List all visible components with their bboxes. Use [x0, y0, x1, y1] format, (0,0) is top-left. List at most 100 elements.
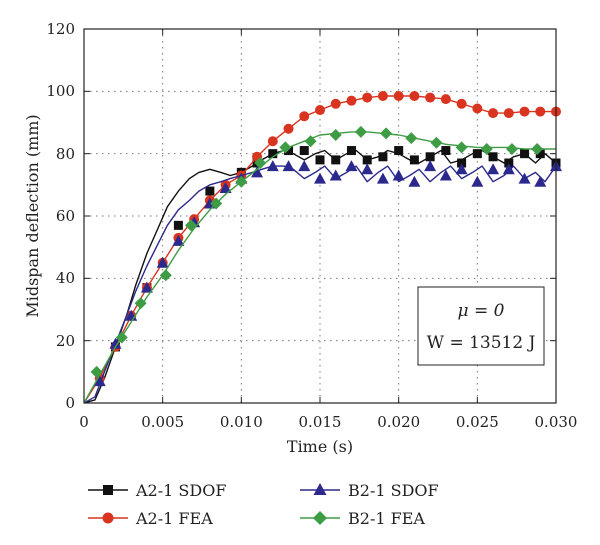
y-tick-label: 40 [56, 269, 75, 287]
series-b2-1-sdof [83, 160, 562, 404]
data-point-triangle [376, 172, 389, 184]
data-point-triangle [314, 172, 326, 184]
data-point-square [504, 158, 514, 168]
data-point-square [409, 155, 419, 165]
data-point-circle [267, 136, 278, 147]
y-tick-label: 80 [56, 145, 75, 163]
data-point-triangle [266, 160, 279, 172]
data-point-square [425, 152, 435, 162]
data-point-triangle [487, 163, 500, 175]
data-point-triangle [471, 175, 484, 187]
data-point-triangle [251, 166, 264, 178]
data-point-circle [393, 91, 404, 102]
data-point-triangle [345, 160, 358, 172]
y-tick-label: 0 [65, 394, 75, 412]
legend-marker-circle [102, 512, 114, 524]
data-point-diamond [254, 157, 267, 170]
data-point-diamond [184, 219, 197, 232]
data-point-circle [456, 98, 467, 109]
data-point-diamond [405, 132, 418, 145]
y-tick-label: 100 [46, 82, 75, 100]
data-point-triangle [93, 375, 106, 387]
data-point-circle [472, 103, 483, 114]
data-point-circle [315, 105, 325, 116]
data-point-circle [409, 91, 420, 102]
annotation-box: μ = 0 W = 13512 J [417, 286, 545, 366]
data-point-square [378, 152, 388, 162]
legend-label: A2-1 FEA [135, 509, 213, 528]
data-point-circle [440, 94, 451, 105]
data-point-circle [503, 108, 514, 119]
data-point-triangle [282, 160, 295, 172]
data-point-square [441, 146, 451, 156]
data-point-triangle [502, 163, 515, 175]
series-line [83, 165, 557, 404]
x-tick-label: 0 [79, 413, 89, 431]
legend-marker-diamond [313, 511, 327, 525]
legend: A2-1 SDOF A2-1 FEA B2-1 SDOF B2-1 FEA [88, 481, 439, 528]
data-point-square [520, 149, 530, 159]
data-point-diamond [430, 136, 443, 149]
data-point-triangle [140, 281, 153, 293]
data-point-diamond [235, 175, 248, 188]
y-tick-label: 120 [46, 20, 75, 38]
y-axis-label: Midspan deflection (mm) [23, 114, 42, 317]
data-point-square [268, 149, 278, 159]
x-tick-label: 0.010 [220, 413, 263, 431]
data-point-diamond [531, 142, 544, 155]
legend-marker-triangle [313, 483, 327, 495]
data-point-square [331, 155, 341, 165]
data-point-diamond [159, 269, 172, 282]
data-point-circle [488, 108, 499, 119]
data-point-triangle [109, 337, 122, 349]
data-point-diamond [279, 141, 292, 154]
data-point-triangle [172, 234, 185, 246]
data-point-triangle [439, 169, 452, 181]
data-point-triangle [534, 175, 547, 187]
legend-entry-b2-sdof: B2-1 SDOF [300, 481, 439, 500]
x-tick-labels: 0 0.005 0.010 0.015 0.020 0.025 0.030 [79, 413, 577, 431]
data-point-diamond [455, 141, 468, 154]
data-point-diamond [134, 297, 147, 310]
x-axis-label: Time (s) [287, 437, 353, 456]
data-point-circle [425, 92, 436, 103]
x-tick-label: 0.030 [535, 413, 578, 431]
annotation-energy: W = 13512 J [427, 333, 536, 353]
legend-entry-a2-fea: A2-1 FEA [88, 509, 213, 528]
data-point-square [394, 146, 404, 156]
data-point-circle [346, 95, 357, 106]
data-point-diamond [210, 197, 223, 210]
data-point-triangle [424, 160, 437, 172]
data-point-diamond [480, 142, 493, 155]
legend-label: A2-1 SDOF [135, 481, 226, 500]
data-point-circle [330, 98, 341, 109]
x-tick-label: 0.025 [456, 413, 499, 431]
data-point-circle [519, 106, 530, 117]
data-point-diamond [329, 128, 342, 141]
legend-entry-b2-fea: B2-1 FEA [300, 509, 425, 528]
y-tick-label: 20 [56, 332, 75, 350]
data-point-square [173, 220, 183, 230]
data-point-square [299, 146, 309, 156]
axis-ticks [83, 28, 557, 404]
legend-entry-a2-sdof: A2-1 SDOF [88, 481, 226, 500]
y-tick-labels: 0 20 40 60 80 100 120 [46, 20, 75, 412]
data-point-triangle [298, 160, 311, 172]
data-point-square [457, 158, 467, 168]
y-tick-label: 60 [56, 207, 75, 225]
data-point-diamond [304, 135, 317, 148]
data-point-diamond [90, 365, 103, 378]
data-point-square [346, 146, 356, 156]
x-tick-label: 0.005 [141, 413, 184, 431]
data-point-triangle [156, 256, 169, 268]
data-point-diamond [505, 142, 518, 155]
annotation-mu: μ = 0 [458, 301, 505, 321]
x-tick-label: 0.015 [299, 413, 342, 431]
data-point-diamond [354, 125, 367, 138]
legend-label: B2-1 SDOF [348, 481, 439, 500]
data-point-triangle [329, 169, 342, 181]
data-point-triangle [392, 169, 405, 181]
data-point-square [205, 186, 215, 196]
data-point-triangle [361, 163, 374, 175]
